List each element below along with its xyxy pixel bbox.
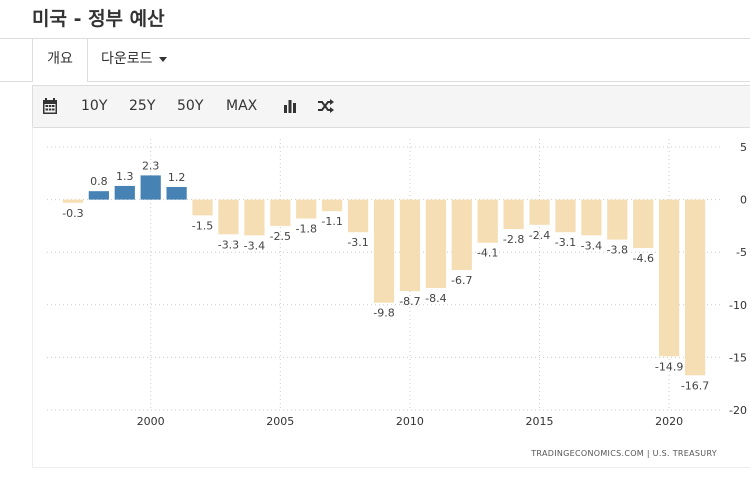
chart-area: -0.3 0.8 1.3 2.3 1.2 -1.5 -3.3 -3.4 -2.5 -1.8 -1.1… (32, 127, 750, 468)
data-labels: -0.3 0.8 1.3 2.3 1.2 -1.5 -3.3 -3.4 -2.5 -1.8 -1.1… (62, 159, 709, 392)
data-label-2010: -8.7 (399, 295, 420, 308)
y-tick-label: -5 (736, 246, 747, 259)
range-max-button[interactable]: MAX (226, 98, 258, 114)
data-label-2001: 1.2 (168, 171, 186, 184)
range-10y-button[interactable]: 10Y (81, 98, 108, 114)
bar-2012[interactable] (451, 199, 472, 271)
bar-2020[interactable] (659, 199, 680, 357)
data-label-2007: -1.1 (321, 215, 342, 228)
x-axis-ticks: 2000 2005 2010 2015 2020 (137, 415, 683, 428)
bar-2016[interactable] (555, 199, 576, 233)
data-label-2013: -4.1 (477, 247, 498, 260)
bar-2010[interactable] (399, 199, 421, 292)
data-label-2000: 2.3 (142, 159, 160, 172)
bar-2002[interactable] (192, 199, 213, 216)
y-tick-label: -20 (729, 404, 747, 417)
chart-toolbar: 10Y 25Y 50Y MAX (32, 85, 750, 128)
bar-2013[interactable] (477, 199, 498, 243)
x-tick-label: 2000 (137, 415, 165, 428)
data-label-2002: -1.5 (192, 219, 213, 232)
x-tick-label: 2010 (396, 415, 424, 428)
data-label-2014: -2.8 (503, 233, 524, 246)
bar-2011[interactable] (425, 199, 446, 288)
x-tick-label: 2005 (266, 415, 294, 428)
bar-2004[interactable] (244, 199, 265, 236)
budget-bar-chart: -0.3 0.8 1.3 2.3 1.2 -1.5 -3.3 -3.4 -2.5 -1.8 -1.1… (47, 139, 747, 458)
data-label-2021: -16.7 (681, 379, 709, 392)
data-label-2011: -8.4 (425, 292, 446, 305)
data-label-2009: -9.8 (373, 307, 394, 320)
data-label-2012: -6.7 (451, 274, 472, 287)
data-label-2008: -3.1 (347, 236, 368, 249)
data-label-2016: -3.1 (555, 236, 576, 249)
bar-2008[interactable] (347, 199, 369, 233)
bars (62, 175, 706, 376)
bar-2001[interactable] (166, 186, 187, 200)
y-tick-label: 5 (740, 141, 747, 154)
data-label-2006: -1.8 (295, 223, 316, 236)
bar-2017[interactable] (581, 199, 602, 236)
bar-2018[interactable] (607, 199, 628, 240)
data-label-2020: -14.9 (655, 360, 683, 373)
range-50y-button[interactable]: 50Y (177, 98, 204, 114)
data-label-2015: -2.4 (529, 229, 550, 242)
data-label-2004: -3.4 (244, 239, 265, 252)
x-tick-label: 2020 (655, 415, 683, 428)
shuffle-icon[interactable] (317, 86, 335, 127)
page-title: 미국 - 정부 예산 (32, 8, 165, 30)
data-label-2019: -4.6 (632, 252, 653, 265)
bar-2014[interactable] (503, 199, 524, 230)
bar-1997[interactable] (62, 199, 84, 203)
data-label-1998: 0.8 (90, 175, 108, 188)
data-label-2018: -3.8 (607, 244, 628, 257)
y-axis-ticks: 5 0 -5 -10 -15 -20 (729, 141, 747, 417)
bar-2003[interactable] (218, 199, 239, 235)
bar-2005[interactable] (270, 199, 291, 226)
y-tick-label: -15 (729, 351, 747, 364)
x-tick-label: 2015 (526, 415, 554, 428)
data-label-2005: -2.5 (270, 230, 291, 243)
bar-2009[interactable] (373, 199, 395, 303)
data-label-2003: -3.3 (218, 238, 239, 251)
source-credit: TRADINGECONOMICS.COM | U.S. TREASURY (530, 449, 717, 458)
tab-overview[interactable]: 개요 (32, 39, 88, 82)
data-label-1997: -0.3 (62, 207, 83, 220)
calendar-icon[interactable] (43, 86, 57, 127)
bar-chart-icon[interactable] (283, 86, 297, 127)
bar-2019[interactable] (633, 199, 654, 248)
bar-1998[interactable] (88, 191, 109, 200)
tab-bar: 개요 다운로드 (0, 38, 750, 82)
tab-download-label: 다운로드 (101, 51, 153, 67)
bar-2007[interactable] (322, 199, 343, 212)
bar-2015[interactable] (529, 199, 550, 225)
caret-down-icon (158, 56, 167, 62)
bar-1999[interactable] (114, 185, 135, 200)
data-label-1999: 1.3 (116, 170, 133, 183)
tab-download[interactable]: 다운로드 (101, 39, 167, 80)
data-label-2017: -3.4 (581, 239, 602, 252)
range-25y-button[interactable]: 25Y (129, 98, 156, 114)
bar-2021[interactable] (684, 199, 706, 376)
y-tick-label: -10 (729, 299, 747, 312)
y-tick-label: 0 (740, 194, 747, 207)
bar-2000[interactable] (140, 175, 161, 200)
bar-2006[interactable] (296, 199, 317, 219)
